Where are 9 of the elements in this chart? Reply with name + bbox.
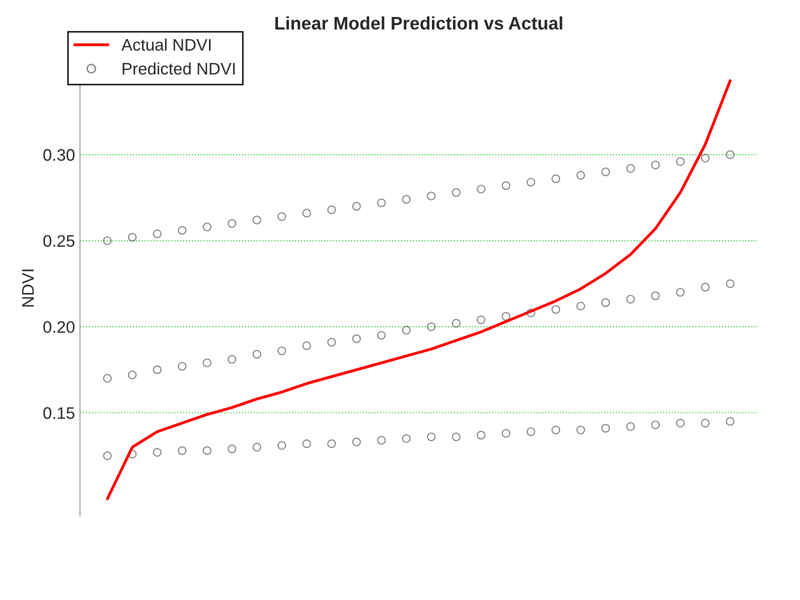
y-tick-label: 0.25 bbox=[43, 235, 74, 247]
line-series bbox=[106, 79, 732, 500]
y-tick-label: 0.15 bbox=[43, 407, 74, 419]
y-tick-label: 0.30 bbox=[43, 149, 74, 161]
chart-title: Linear Model Prediction vs Actual bbox=[275, 16, 562, 30]
legend-label: Actual NDVI bbox=[121, 38, 211, 51]
y-tick-label: 0.20 bbox=[43, 321, 74, 333]
legend-label: Predicted NDVI bbox=[122, 62, 235, 75]
y-axis-title: NDVI bbox=[22, 270, 34, 307]
